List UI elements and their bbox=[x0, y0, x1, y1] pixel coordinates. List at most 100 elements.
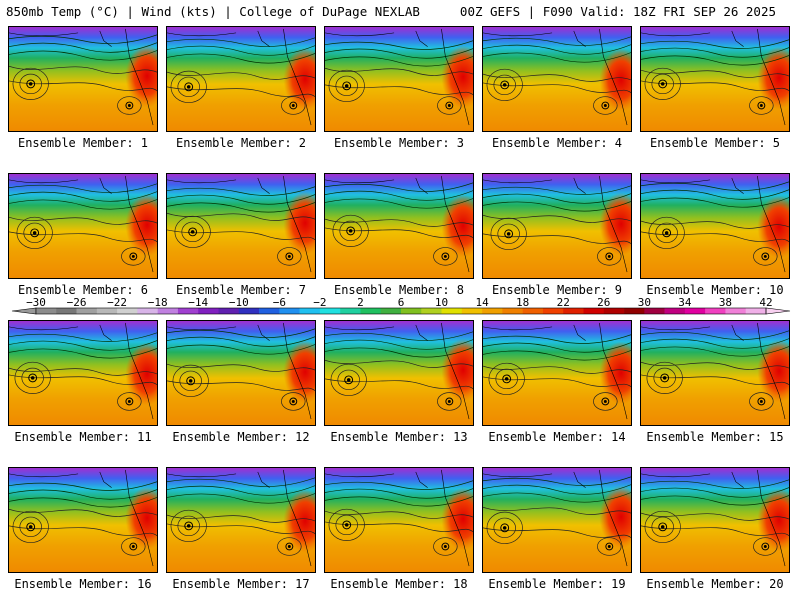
colorbar-swatch bbox=[157, 308, 179, 314]
colorbar-swatch bbox=[238, 308, 260, 314]
colorbar-swatch bbox=[96, 308, 118, 314]
header: 850mb Temp (°C) | Wind (kts) | College o… bbox=[0, 0, 800, 24]
colorbar-swatch bbox=[542, 308, 564, 314]
colorbar-swatch bbox=[36, 308, 57, 314]
colorbar-swatch bbox=[684, 308, 706, 314]
colorbar-swatch bbox=[137, 308, 158, 314]
ensemble-map-panel bbox=[166, 320, 316, 426]
temperature-map bbox=[325, 27, 473, 131]
temperature-map bbox=[325, 174, 473, 278]
colorbar-graphic: −30 −26 −22 −18 −14 −10 −6 −2 2 6 10 14 18 22 26 30 34 38… bbox=[11, 297, 791, 315]
ensemble-map-panel bbox=[166, 467, 316, 573]
colorbar-swatch bbox=[644, 308, 665, 314]
ensemble-member-label: Ensemble Member: 12 bbox=[172, 430, 310, 444]
temperature-map bbox=[641, 321, 789, 425]
colorbar-swatch bbox=[502, 308, 523, 314]
colorbar-tick-label: 14 bbox=[475, 297, 489, 309]
ensemble-map-panel bbox=[166, 173, 316, 279]
colorbar-tick-label: −10 bbox=[229, 297, 249, 309]
ensemble-member-label: Ensemble Member: 16 bbox=[14, 577, 152, 591]
ensemble-map-panel bbox=[324, 467, 474, 573]
temperature-map bbox=[9, 27, 157, 131]
colorbar-tick-label: 42 bbox=[759, 297, 772, 309]
colorbar-tick-label: −14 bbox=[188, 297, 208, 309]
ensemble-map-panel bbox=[8, 26, 158, 132]
ensemble-member-label: Ensemble Member: 18 bbox=[330, 577, 468, 591]
colorbar-swatch bbox=[664, 308, 686, 314]
colorbar-tick-label: 22 bbox=[557, 297, 570, 309]
colorbar-swatch bbox=[198, 308, 219, 314]
colorbar-swatch bbox=[522, 308, 544, 314]
temperature-map bbox=[325, 321, 473, 425]
ensemble-member-label: Ensemble Member: 3 bbox=[333, 136, 465, 150]
ensemble-map-panel bbox=[324, 320, 474, 426]
colorbar-swatch bbox=[360, 308, 382, 314]
colorbar-swatch bbox=[482, 308, 503, 314]
ensemble-map-panel bbox=[640, 467, 790, 573]
temperature-map bbox=[641, 468, 789, 572]
temperature-map bbox=[167, 27, 315, 131]
colorbar-tick-label: −18 bbox=[148, 297, 168, 309]
colorbar-swatch bbox=[218, 308, 240, 314]
temperature-map bbox=[641, 174, 789, 278]
ensemble-map-panel bbox=[324, 26, 474, 132]
map-title: 850mb Temp (°C) | Wind (kts) | College o… bbox=[6, 4, 420, 19]
temperature-map bbox=[483, 174, 631, 278]
colorbar-tick-label: 2 bbox=[357, 297, 364, 309]
ensemble-member-label: Ensemble Member: 17 bbox=[172, 577, 310, 591]
temperature-map bbox=[167, 468, 315, 572]
colorbar-swatch bbox=[177, 308, 199, 314]
ensemble-map-panel bbox=[640, 320, 790, 426]
ensemble-member-label: Ensemble Member: 8 bbox=[333, 283, 465, 297]
ensemble-map-panel bbox=[482, 173, 632, 279]
ensemble-map-panel bbox=[640, 173, 790, 279]
ensemble-member-label: Ensemble Member: 13 bbox=[330, 430, 468, 444]
temperature-map bbox=[167, 174, 315, 278]
ensemble-member-label: Ensemble Member: 4 bbox=[491, 136, 623, 150]
temperature-map bbox=[641, 27, 789, 131]
colorbar-tick-label: −30 bbox=[26, 297, 46, 309]
temperature-map bbox=[9, 174, 157, 278]
colorbar-swatch bbox=[563, 308, 584, 314]
ensemble-map-panel bbox=[8, 173, 158, 279]
colorbar-swatch bbox=[117, 308, 138, 314]
colorbar-outline bbox=[35, 307, 767, 315]
colorbar-swatch bbox=[583, 308, 605, 314]
colorbar-tick-label: 10 bbox=[435, 297, 448, 309]
temperature-map bbox=[9, 321, 157, 425]
model-run-info: 00Z GEFS | F090 Valid: 18Z FRI SEP 26 20… bbox=[459, 4, 776, 19]
ensemble-map-panel bbox=[640, 26, 790, 132]
ensemble-map-panel bbox=[8, 467, 158, 573]
colorbar-tick-label: 38 bbox=[719, 297, 732, 309]
ensemble-map-panel bbox=[482, 467, 632, 573]
colorbar-swatch bbox=[603, 308, 625, 314]
colorbar-tick-label: −2 bbox=[313, 297, 326, 309]
ensemble-map-panel bbox=[482, 26, 632, 132]
ensemble-member-label: Ensemble Member: 15 bbox=[646, 430, 784, 444]
colorbar-swatch bbox=[299, 308, 321, 314]
colorbar-swatch bbox=[461, 308, 483, 314]
ensemble-member-label: Ensemble Member: 20 bbox=[646, 577, 784, 591]
colorbar-swatch bbox=[441, 308, 463, 314]
ensemble-member-label: Ensemble Member: 2 bbox=[175, 136, 307, 150]
ensemble-member-label: Ensemble Member: 7 bbox=[175, 283, 307, 297]
ensemble-map-panel bbox=[482, 320, 632, 426]
temperature-map bbox=[167, 321, 315, 425]
ensemble-member-label: Ensemble Member: 1 bbox=[17, 136, 149, 150]
ensemble-map-panel bbox=[166, 26, 316, 132]
colorbar-swatch bbox=[624, 308, 645, 314]
ensemble-map-panel bbox=[324, 173, 474, 279]
colorbar-tick-label: 6 bbox=[398, 297, 405, 309]
ensemble-member-label: Ensemble Member: 14 bbox=[488, 430, 626, 444]
colorbar-tick-label: 18 bbox=[516, 297, 529, 309]
ensemble-map-panel bbox=[8, 320, 158, 426]
colorbar-swatch bbox=[725, 308, 747, 314]
colorbar-swatch bbox=[745, 308, 767, 314]
colorbar-swatch bbox=[380, 308, 402, 314]
colorbar-swatch bbox=[56, 308, 77, 314]
temperature-colorbar: −30 −26 −22 −18 −14 −10 −6 −2 2 6 10 14 18 22 26 30 34 38… bbox=[6, 297, 794, 317]
ensemble-member-label: Ensemble Member: 11 bbox=[14, 430, 152, 444]
colorbar-swatch bbox=[259, 308, 280, 314]
temperature-map bbox=[483, 27, 631, 131]
ensemble-member-label: Ensemble Member: 10 bbox=[646, 283, 784, 297]
